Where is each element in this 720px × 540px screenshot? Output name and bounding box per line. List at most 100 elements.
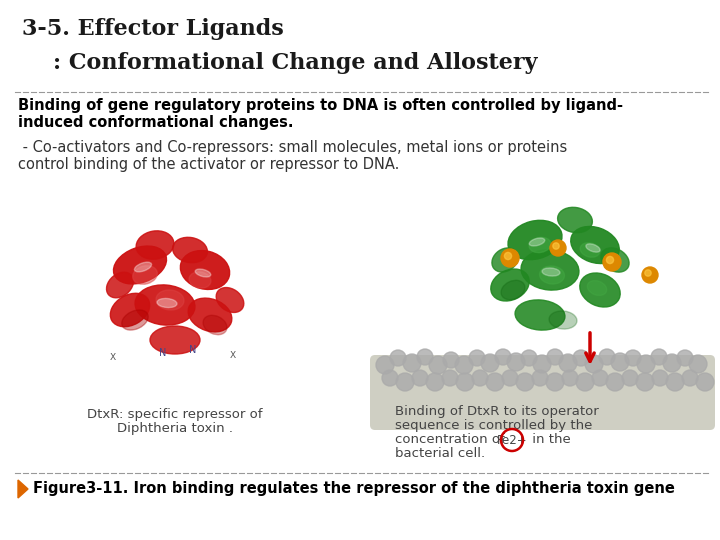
Ellipse shape bbox=[521, 250, 579, 290]
Ellipse shape bbox=[136, 231, 174, 259]
Ellipse shape bbox=[114, 246, 166, 284]
Text: Figure3-11. Iron binding regulates the repressor of the diphtheria toxin gene: Figure3-11. Iron binding regulates the r… bbox=[33, 482, 675, 496]
Circle shape bbox=[576, 373, 594, 391]
Circle shape bbox=[642, 267, 658, 283]
Text: N: N bbox=[159, 348, 167, 358]
Ellipse shape bbox=[580, 243, 600, 257]
Ellipse shape bbox=[529, 238, 551, 253]
Circle shape bbox=[637, 355, 655, 373]
Circle shape bbox=[502, 370, 518, 386]
Ellipse shape bbox=[508, 220, 562, 260]
Circle shape bbox=[573, 350, 589, 366]
Circle shape bbox=[533, 355, 551, 373]
Circle shape bbox=[550, 240, 566, 256]
Ellipse shape bbox=[588, 281, 607, 295]
Circle shape bbox=[651, 349, 667, 365]
Ellipse shape bbox=[189, 272, 211, 288]
Circle shape bbox=[521, 350, 537, 366]
Ellipse shape bbox=[501, 280, 525, 300]
Text: sequence is controlled by the: sequence is controlled by the bbox=[395, 419, 593, 432]
Ellipse shape bbox=[132, 266, 157, 284]
Circle shape bbox=[516, 373, 534, 391]
Circle shape bbox=[559, 354, 577, 372]
Ellipse shape bbox=[135, 285, 195, 325]
Circle shape bbox=[532, 370, 548, 386]
Circle shape bbox=[396, 373, 414, 391]
Ellipse shape bbox=[580, 273, 620, 307]
Circle shape bbox=[443, 352, 459, 368]
Circle shape bbox=[505, 252, 512, 260]
Circle shape bbox=[481, 354, 499, 372]
Ellipse shape bbox=[180, 251, 230, 289]
Text: bacterial cell.: bacterial cell. bbox=[395, 447, 485, 460]
Circle shape bbox=[426, 373, 444, 391]
Ellipse shape bbox=[195, 269, 211, 277]
Circle shape bbox=[666, 373, 684, 391]
Circle shape bbox=[636, 373, 654, 391]
Circle shape bbox=[442, 370, 458, 386]
Circle shape bbox=[429, 356, 447, 374]
Circle shape bbox=[599, 349, 615, 365]
Ellipse shape bbox=[571, 226, 619, 264]
Ellipse shape bbox=[203, 315, 227, 335]
Circle shape bbox=[382, 370, 398, 386]
Text: 3-5. Effector Ligands: 3-5. Effector Ligands bbox=[22, 18, 284, 40]
Circle shape bbox=[585, 355, 603, 373]
Circle shape bbox=[689, 355, 707, 373]
Circle shape bbox=[622, 370, 638, 386]
Circle shape bbox=[603, 253, 621, 271]
Text: X: X bbox=[230, 350, 236, 360]
Circle shape bbox=[495, 349, 511, 365]
Circle shape bbox=[456, 373, 474, 391]
Ellipse shape bbox=[156, 290, 184, 310]
Circle shape bbox=[677, 350, 693, 366]
Circle shape bbox=[390, 350, 406, 366]
Circle shape bbox=[412, 370, 428, 386]
Circle shape bbox=[696, 373, 714, 391]
Ellipse shape bbox=[216, 287, 244, 313]
Circle shape bbox=[592, 370, 608, 386]
Ellipse shape bbox=[492, 248, 518, 272]
Ellipse shape bbox=[173, 237, 207, 262]
Circle shape bbox=[486, 373, 504, 391]
Text: induced conformational changes.: induced conformational changes. bbox=[18, 115, 294, 130]
Circle shape bbox=[606, 373, 624, 391]
Ellipse shape bbox=[539, 266, 564, 284]
Text: - Co-activators and Co-repressors: small molecules, metal ions or proteins: - Co-activators and Co-repressors: small… bbox=[18, 140, 567, 155]
Circle shape bbox=[682, 370, 698, 386]
Text: Binding of gene regulatory proteins to DNA is often controlled by ligand-: Binding of gene regulatory proteins to D… bbox=[18, 98, 623, 113]
Circle shape bbox=[562, 370, 578, 386]
FancyBboxPatch shape bbox=[370, 355, 715, 430]
Circle shape bbox=[403, 354, 421, 372]
Ellipse shape bbox=[107, 272, 133, 298]
Ellipse shape bbox=[188, 298, 232, 332]
Circle shape bbox=[625, 350, 641, 366]
Ellipse shape bbox=[586, 244, 600, 252]
Text: in the: in the bbox=[528, 433, 571, 446]
Circle shape bbox=[663, 354, 681, 372]
Ellipse shape bbox=[601, 248, 629, 272]
Ellipse shape bbox=[549, 311, 577, 329]
Ellipse shape bbox=[491, 269, 529, 301]
Ellipse shape bbox=[157, 299, 177, 308]
Text: DtxR: specific repressor of: DtxR: specific repressor of bbox=[87, 408, 263, 421]
Ellipse shape bbox=[110, 293, 150, 327]
Ellipse shape bbox=[529, 238, 545, 246]
Circle shape bbox=[652, 370, 668, 386]
Circle shape bbox=[553, 243, 559, 249]
Ellipse shape bbox=[122, 310, 148, 330]
Circle shape bbox=[455, 356, 473, 374]
Circle shape bbox=[507, 353, 525, 371]
Circle shape bbox=[645, 270, 651, 276]
Polygon shape bbox=[18, 480, 28, 498]
Ellipse shape bbox=[150, 326, 200, 354]
Circle shape bbox=[376, 356, 394, 374]
Text: X: X bbox=[110, 353, 116, 361]
Ellipse shape bbox=[515, 300, 565, 330]
Text: Binding of DtxR to its operator: Binding of DtxR to its operator bbox=[395, 405, 599, 418]
Circle shape bbox=[501, 249, 519, 267]
Circle shape bbox=[611, 353, 629, 371]
Circle shape bbox=[469, 350, 485, 366]
Ellipse shape bbox=[135, 262, 152, 272]
Text: N: N bbox=[189, 345, 197, 355]
